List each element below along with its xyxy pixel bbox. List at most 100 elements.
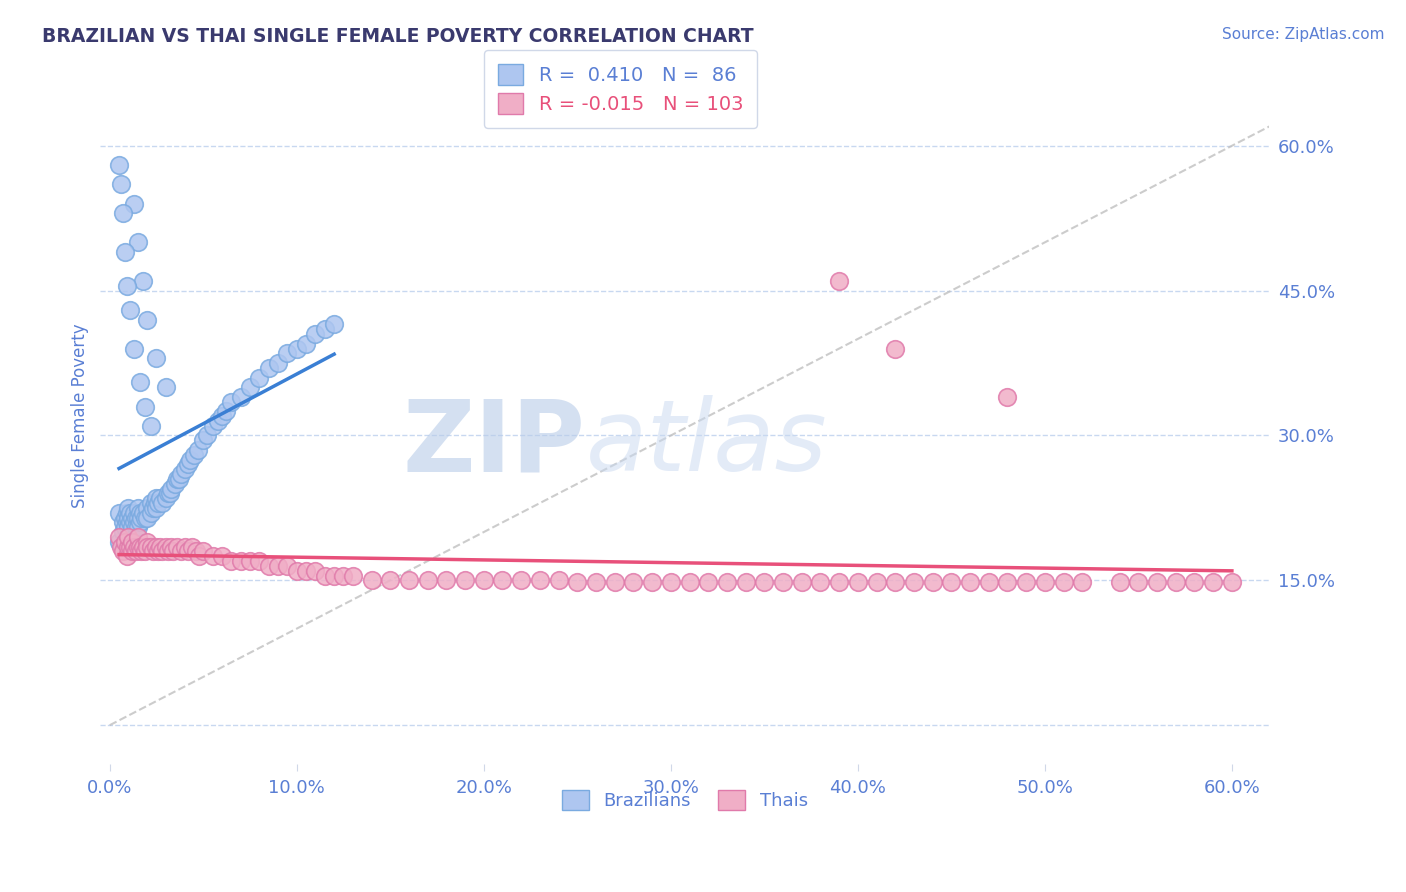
Text: Source: ZipAtlas.com: Source: ZipAtlas.com (1222, 27, 1385, 42)
Point (865, 575, 887, 590)
Point (134, 510, 156, 524)
Point (193, 434, 215, 448)
Point (187, 442, 209, 457)
Legend: Brazilians, Thais: Brazilians, Thais (547, 775, 823, 824)
Point (211, 549, 233, 564)
Point (131, 510, 153, 524)
Point (127, 235, 149, 250)
Point (142, 544, 165, 558)
Point (127, 510, 149, 524)
Point (247, 554, 270, 568)
Point (117, 530, 139, 544)
Point (472, 574, 495, 588)
Point (1202, 575, 1225, 590)
Point (122, 342, 145, 356)
Point (115, 278, 138, 293)
Point (145, 540, 167, 554)
Point (1184, 575, 1206, 590)
Point (108, 534, 131, 549)
Point (122, 516, 145, 530)
Point (267, 558, 290, 573)
Point (128, 516, 150, 530)
Point (111, 544, 134, 558)
Point (125, 510, 148, 524)
Point (117, 530, 139, 544)
Point (1108, 575, 1130, 590)
Point (219, 394, 242, 409)
Point (1052, 575, 1074, 590)
Point (211, 409, 233, 424)
Point (132, 540, 155, 554)
Point (111, 524, 134, 539)
Point (285, 342, 308, 356)
Point (132, 274, 155, 288)
Point (170, 467, 193, 482)
Point (697, 575, 720, 590)
Point (165, 476, 187, 491)
Point (314, 322, 336, 336)
Point (188, 549, 211, 564)
Point (127, 540, 149, 554)
Point (117, 510, 139, 524)
Point (111, 206, 134, 220)
Point (143, 496, 166, 510)
Point (132, 506, 155, 520)
Point (131, 544, 153, 558)
Point (184, 544, 207, 558)
Point (332, 568, 354, 582)
Point (139, 418, 162, 433)
Point (136, 312, 159, 326)
Point (115, 506, 138, 520)
Point (997, 575, 1019, 590)
Point (108, 530, 131, 544)
Point (997, 390, 1019, 404)
Point (115, 516, 138, 530)
Point (716, 575, 738, 590)
Point (360, 574, 382, 588)
Point (134, 400, 156, 414)
Point (1220, 575, 1243, 590)
Point (108, 158, 131, 172)
Point (314, 568, 336, 582)
Point (567, 575, 589, 590)
Point (734, 575, 756, 590)
Text: ZIP: ZIP (402, 395, 585, 492)
Point (884, 342, 907, 356)
Point (183, 448, 205, 462)
Point (114, 534, 136, 549)
Point (941, 575, 963, 590)
Point (846, 575, 869, 590)
Point (1146, 575, 1168, 590)
Point (323, 318, 346, 332)
Y-axis label: Single Female Poverty: Single Female Poverty (72, 324, 89, 508)
Point (121, 544, 143, 558)
Point (145, 351, 167, 366)
Point (150, 544, 173, 558)
Point (114, 520, 136, 534)
Point (108, 506, 131, 520)
Point (380, 574, 402, 588)
Point (110, 178, 132, 192)
Point (110, 540, 132, 554)
Point (173, 462, 195, 476)
Point (295, 336, 318, 351)
Point (120, 540, 142, 554)
Point (173, 540, 195, 554)
Point (117, 520, 139, 534)
Point (276, 558, 298, 573)
Point (134, 544, 156, 558)
Point (136, 540, 159, 554)
Point (177, 544, 200, 558)
Point (1164, 575, 1187, 590)
Point (295, 564, 318, 578)
Point (150, 496, 173, 510)
Point (772, 575, 794, 590)
Point (884, 575, 907, 590)
Point (214, 404, 236, 418)
Point (177, 458, 200, 472)
Point (828, 575, 851, 590)
Point (1015, 575, 1038, 590)
Point (229, 554, 252, 568)
Point (128, 506, 150, 520)
Point (120, 516, 142, 530)
